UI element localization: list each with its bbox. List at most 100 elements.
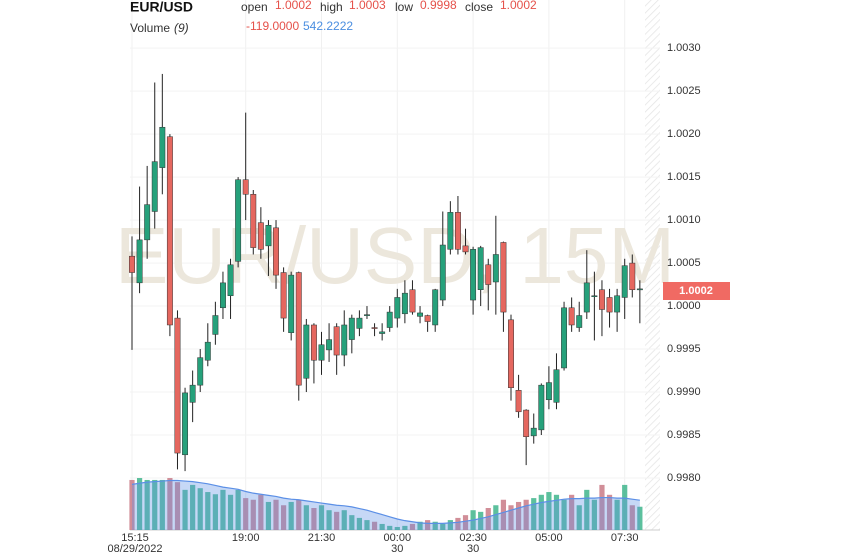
candle-body — [530, 427, 537, 437]
candle-body — [553, 369, 560, 403]
candle-body — [265, 224, 272, 247]
candle-body — [371, 327, 378, 329]
ohlc-label: close — [465, 0, 493, 14]
volume-bar — [432, 521, 438, 530]
volume-title: Volume — [130, 21, 170, 35]
y-tick-label: 1.0030 — [667, 42, 701, 54]
candle-body — [500, 242, 507, 313]
x-tick-label: 05:00 — [535, 532, 563, 544]
volume-bar — [569, 494, 575, 530]
candle-body — [227, 264, 234, 296]
volume-bar — [152, 479, 158, 530]
volume-bar — [478, 511, 484, 530]
candle-body — [197, 357, 204, 386]
candle-body — [273, 227, 279, 276]
candle-body — [599, 289, 605, 310]
y-tick-label: 1.0020 — [667, 128, 701, 140]
candle-body — [174, 317, 181, 454]
candle-body — [477, 247, 484, 290]
volume-bar — [341, 510, 347, 530]
last-price-box — [663, 282, 730, 300]
candle-body — [614, 295, 621, 313]
candle-body — [447, 212, 454, 250]
candle-body — [538, 384, 545, 431]
volume-bar — [243, 498, 249, 530]
candle-body — [326, 339, 333, 351]
candle-body — [439, 244, 446, 301]
x-tick-label: 21:30 — [308, 532, 336, 544]
volume-value: 542.2222 — [303, 19, 353, 33]
y-tick-label: 0.9990 — [667, 386, 701, 398]
candle-body — [189, 384, 196, 403]
volume-ma-line — [131, 479, 640, 524]
volume-bar — [402, 525, 408, 530]
volume-bar — [318, 505, 325, 530]
volume-bar — [364, 520, 370, 530]
volume-bar — [637, 506, 643, 530]
candle-body — [295, 272, 302, 386]
watermark: EUR/USD, 15M — [115, 211, 675, 300]
y-tick-label: 0.9985 — [667, 429, 701, 441]
y-tick-label: 1.0010 — [667, 214, 701, 226]
candle-body — [348, 317, 355, 340]
x-tick-sublabel: 30 — [467, 543, 479, 555]
volume-bar — [174, 482, 181, 530]
x-tick-sublabel: 08/29/2022 — [107, 543, 162, 555]
volume-bar — [538, 494, 544, 530]
volume-bar — [227, 494, 234, 530]
candle-body — [545, 382, 552, 401]
ohlc-value: 1.0002 — [275, 0, 312, 12]
candle-body — [166, 136, 173, 326]
ohlc-label: high — [320, 0, 343, 14]
volume-bar — [190, 484, 196, 530]
ohlc-value: 1.0002 — [500, 0, 537, 12]
volume-bar — [500, 499, 507, 530]
hatch-band — [645, 0, 660, 530]
candle-body — [606, 297, 613, 313]
x-tick-label: 07:30 — [611, 532, 639, 544]
x-tick-label: 19:00 — [232, 532, 260, 544]
candle-body — [462, 245, 469, 253]
candle-body — [220, 282, 226, 309]
volume-bar — [326, 510, 332, 530]
y-tick-label: 1.0025 — [667, 85, 701, 97]
volume-bar — [205, 492, 211, 530]
volume-bar — [182, 489, 188, 530]
volume-bar — [303, 505, 309, 530]
candle-body — [280, 272, 287, 319]
volume-bar — [584, 489, 590, 530]
candle-body — [621, 265, 628, 298]
volume-bar — [447, 520, 453, 530]
y-tick-label: 1.0005 — [667, 257, 701, 269]
volume-bar — [493, 505, 499, 530]
candle-body — [333, 326, 340, 356]
volume-bar — [136, 478, 143, 530]
volume-bar — [288, 501, 294, 530]
candle-body — [576, 315, 583, 328]
volume-bar — [425, 520, 431, 530]
volume-bar — [599, 484, 605, 530]
volume-bar — [576, 505, 582, 530]
candle-body — [470, 249, 477, 301]
volume-bar — [440, 523, 446, 530]
volume-bar — [553, 494, 560, 530]
volume-bar — [258, 494, 264, 530]
volume-bar — [531, 498, 537, 530]
volume-bar — [508, 505, 514, 530]
candle-body — [242, 179, 249, 195]
volume-bar — [591, 499, 597, 530]
candle-body — [508, 319, 514, 388]
volume-bar — [220, 489, 226, 530]
volume-bar — [265, 501, 272, 530]
volume-bar — [356, 517, 362, 530]
y-tick-label: 0.9995 — [667, 343, 701, 355]
candle-body — [318, 344, 325, 361]
candle-body — [583, 282, 590, 313]
volume-bar — [144, 479, 150, 530]
x-tick-label: 02:30 — [459, 532, 487, 544]
volume-bar — [334, 511, 340, 530]
volume-bar — [455, 517, 461, 530]
x-tick-sublabel: 30 — [391, 543, 403, 555]
volume-bar — [281, 505, 287, 530]
